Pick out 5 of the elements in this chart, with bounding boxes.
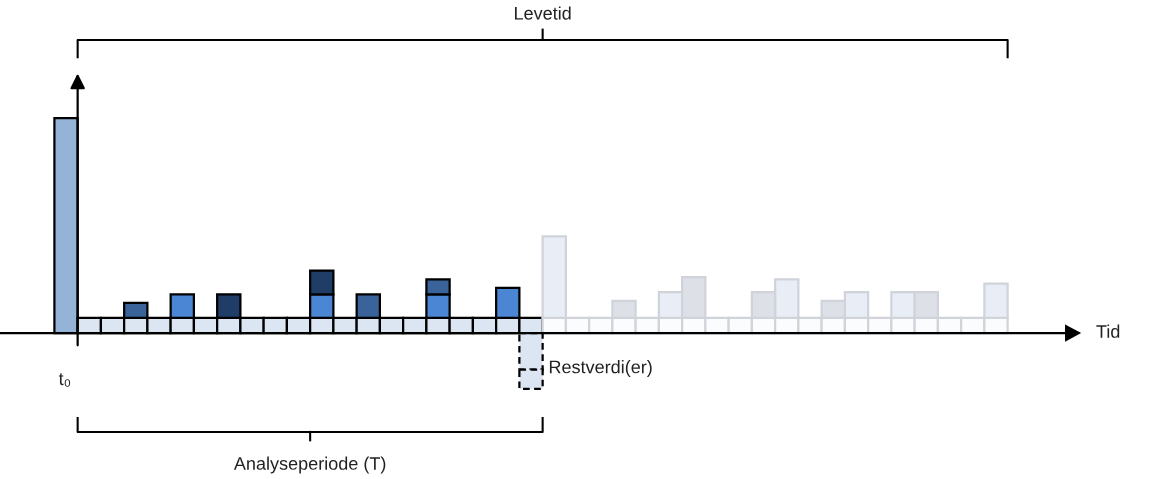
text: Tid bbox=[1096, 324, 1120, 338]
text: Analyseperiode (T) bbox=[233, 456, 386, 474]
annotation: Restverdi(er) bbox=[549, 360, 652, 377]
annotation: t₀ bbox=[58, 373, 71, 387]
text: Levetid bbox=[515, 6, 571, 20]
